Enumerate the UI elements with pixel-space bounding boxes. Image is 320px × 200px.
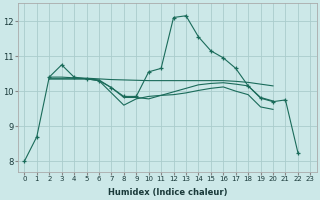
X-axis label: Humidex (Indice chaleur): Humidex (Indice chaleur) xyxy=(108,188,227,197)
